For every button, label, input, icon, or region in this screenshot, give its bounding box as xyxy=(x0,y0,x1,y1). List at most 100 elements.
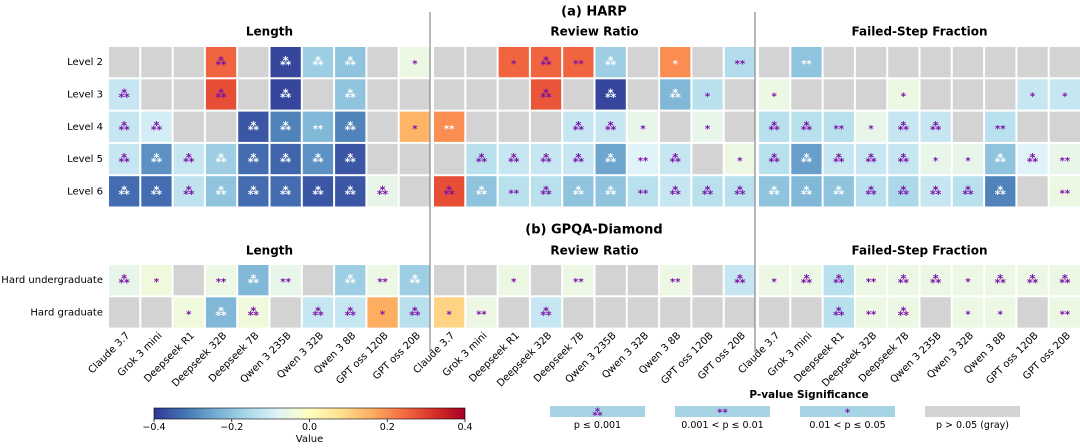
significance-marker: * xyxy=(737,156,743,167)
significance-marker: ⁂ xyxy=(215,55,227,68)
heatmap-cell xyxy=(1017,111,1048,142)
heatmap-cell xyxy=(367,111,398,142)
heatmap-cell xyxy=(498,79,529,110)
heatmap-cell xyxy=(595,79,626,110)
significance-marker: * xyxy=(965,156,971,167)
heatmap-cell xyxy=(109,176,140,207)
heatmap-cell xyxy=(335,111,366,142)
heatmap-cell xyxy=(595,47,626,78)
significance-marker: ⁂ xyxy=(734,273,746,286)
significance-marker: ⁂ xyxy=(540,184,552,197)
heatmap-cell xyxy=(530,79,562,110)
significance-marker: ⁂ xyxy=(476,152,488,165)
legend-marker: ⁂ xyxy=(592,407,603,419)
significance-marker: * xyxy=(640,124,646,135)
significance-marker: ⁂ xyxy=(605,120,617,133)
significance-marker: ⁂ xyxy=(215,152,227,165)
heatmap-cell xyxy=(920,79,951,110)
significance-marker: ⁂ xyxy=(702,184,714,197)
colorbar-tick-label: 0.2 xyxy=(380,422,395,433)
heatmap-cell xyxy=(791,176,822,207)
heatmap-cell xyxy=(270,47,301,78)
colorbar-tick-label: −0.4 xyxy=(142,422,165,433)
significance-marker: ⁂ xyxy=(995,273,1007,286)
significance-marker: ⁂ xyxy=(930,184,942,197)
heatmap-cell xyxy=(466,176,497,207)
significance-marker: ⁂ xyxy=(605,55,617,68)
heatmap-cell xyxy=(952,265,984,296)
significance-marker: ⁂ xyxy=(151,120,163,133)
significance-marker: ** xyxy=(444,124,455,135)
significance-marker: ⁂ xyxy=(898,184,910,197)
heatmap-cell xyxy=(791,143,822,175)
heatmap-cell xyxy=(855,111,887,142)
panel-title: Length xyxy=(246,25,293,39)
significance-marker: * xyxy=(705,91,711,102)
heatmap-cell xyxy=(823,143,854,175)
heatmap-cell xyxy=(660,111,691,142)
significance-marker: ⁂ xyxy=(769,120,781,133)
heatmap-cell xyxy=(434,297,465,328)
significance-marker: ⁂ xyxy=(280,87,292,100)
heatmap-cell xyxy=(1017,265,1048,296)
significance-marker: ⁂ xyxy=(312,152,324,165)
significance-marker: ** xyxy=(216,277,227,288)
heatmap-cell xyxy=(270,111,301,142)
heatmap-cell xyxy=(367,143,398,175)
heatmap-cell xyxy=(173,297,204,328)
heatmap-cell xyxy=(141,176,172,207)
heatmap-cell xyxy=(791,265,822,296)
panel-title: Failed-Step Fraction xyxy=(851,25,987,39)
heatmap-cell xyxy=(399,297,430,328)
heatmap-cell xyxy=(920,265,951,296)
heatmap-cell xyxy=(660,79,691,110)
heatmap-cell xyxy=(563,265,594,296)
significance-marker: * xyxy=(154,277,160,288)
heatmap-cell xyxy=(759,297,790,328)
heatmap-cell xyxy=(823,297,854,328)
significance-marker: ⁂ xyxy=(312,305,324,318)
heatmap-cell xyxy=(498,47,529,78)
significance-marker: * xyxy=(380,309,386,320)
heatmap-cell xyxy=(109,297,140,328)
heatmap-cell xyxy=(692,265,723,296)
heatmap-cell xyxy=(1017,297,1048,328)
heatmap-cell xyxy=(595,143,626,175)
heatmap-cell xyxy=(109,79,140,110)
heatmap-cell xyxy=(205,111,237,142)
heatmap-cell xyxy=(109,143,140,175)
significance-marker: ⁂ xyxy=(540,152,552,165)
heatmap-cell xyxy=(466,265,497,296)
significance-marker: ⁂ xyxy=(865,184,877,197)
heatmap-cell xyxy=(434,47,465,78)
heatmap-cell xyxy=(855,297,887,328)
heatmap-cell xyxy=(595,176,626,207)
significance-marker: ** xyxy=(476,309,487,320)
heatmap-cell xyxy=(855,176,887,207)
significance-marker: ** xyxy=(834,124,845,135)
heatmap-cell xyxy=(724,143,755,175)
heatmap-cell xyxy=(335,297,366,328)
significance-marker: ⁂ xyxy=(833,273,845,286)
significance-marker: ⁂ xyxy=(345,87,357,100)
heatmap-cell xyxy=(173,111,204,142)
heatmap-cell xyxy=(367,297,398,328)
heatmap-cell xyxy=(238,79,269,110)
significance-marker: ⁂ xyxy=(444,184,456,197)
heatmap-cell xyxy=(173,79,204,110)
significance-marker: ** xyxy=(1060,309,1071,320)
heatmap-cell xyxy=(855,265,887,296)
heatmap-cell xyxy=(888,47,919,78)
heatmap-cell xyxy=(823,176,854,207)
significance-marker: * xyxy=(412,59,418,70)
significance-marker: * xyxy=(1030,91,1036,102)
heatmap-cell xyxy=(530,297,562,328)
heatmap-cell xyxy=(205,79,237,110)
significance-marker: ⁂ xyxy=(573,184,585,197)
significance-marker: ⁂ xyxy=(962,184,974,197)
significance-marker: ⁂ xyxy=(540,55,552,68)
significance-marker: ⁂ xyxy=(151,184,163,197)
significance-marker: ⁂ xyxy=(345,120,357,133)
heatmap-cell xyxy=(335,176,366,207)
